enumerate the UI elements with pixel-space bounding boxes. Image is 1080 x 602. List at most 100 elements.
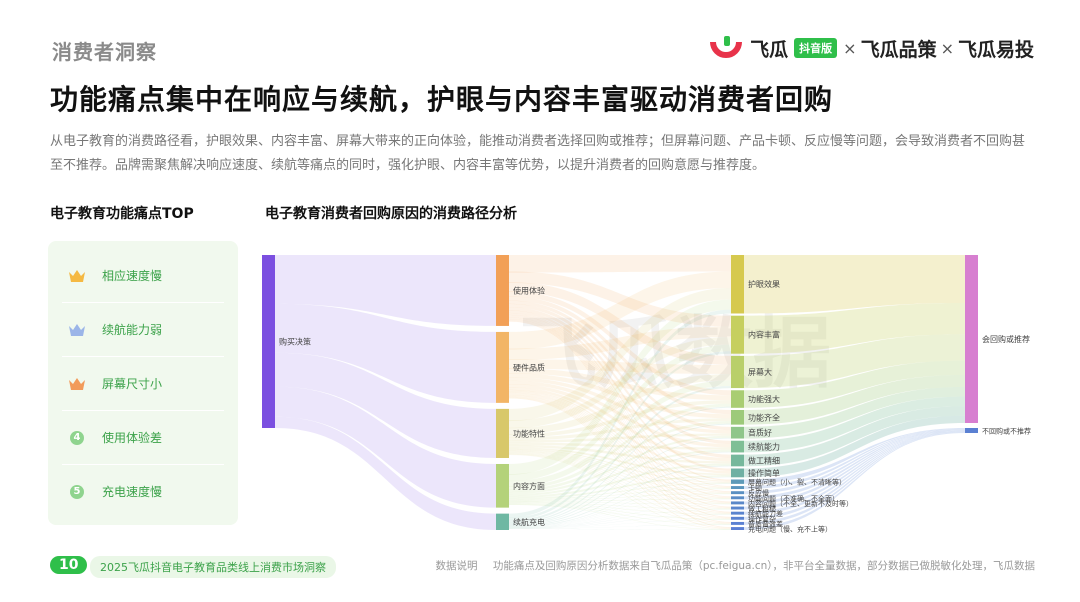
sankey-link <box>509 452 731 514</box>
sankey-link <box>509 288 731 422</box>
sankey-link <box>509 319 731 518</box>
sankey-node <box>731 516 744 520</box>
sankey-link <box>509 344 731 482</box>
sankey-node <box>731 511 744 515</box>
sankey-node-label: 屏幕大 <box>748 367 772 377</box>
sankey-link <box>744 303 965 354</box>
sankey-link <box>509 374 731 435</box>
sankey-link <box>509 318 731 513</box>
sankey-link <box>509 317 731 508</box>
sankey-link <box>509 433 731 443</box>
sankey-link <box>509 312 731 481</box>
sankey-link <box>509 519 731 529</box>
sankey-link <box>509 442 731 450</box>
sankey-link <box>744 432 965 530</box>
sankey-node <box>496 255 509 326</box>
sankey-node-label: 护眼效果 <box>748 279 780 289</box>
sankey-node <box>965 255 978 423</box>
sankey-link <box>509 493 731 502</box>
sankey-node <box>731 390 744 408</box>
sankey-node-label: 做工粗糙 <box>748 504 776 513</box>
sankey-node-label: 功能齐全 <box>748 412 780 422</box>
feigua-logo-icon <box>710 34 746 62</box>
pain-point-item: 5 充电速度慢 <box>62 465 224 518</box>
sankey-link <box>509 449 731 489</box>
sankey-link <box>744 430 965 510</box>
watermark-text: 飞瓜数据 <box>519 309 831 399</box>
sankey-link <box>744 387 965 439</box>
pain-point-label: 屏幕尺寸小 <box>102 377 163 391</box>
page-description: 从电子教育的消费路径看，护眼效果、内容丰富、屏幕大带来的正向体验，能推动消费者选… <box>50 134 1026 173</box>
sankey-link <box>509 475 731 500</box>
crown-icon <box>62 323 92 337</box>
sankey-node <box>731 506 744 510</box>
sankey-node-label: 功能强大 <box>748 394 780 404</box>
brand-name-feigua: 飞瓜 <box>750 38 789 61</box>
sankey-node-label: 卡顿 <box>748 484 762 493</box>
sankey-link <box>509 397 731 529</box>
brand-separator: × <box>940 38 954 58</box>
sankey-link <box>509 503 731 520</box>
sankey-link <box>509 337 731 429</box>
sankey-link <box>509 314 731 487</box>
sankey-node <box>731 486 744 490</box>
sankey-link <box>509 368 731 401</box>
sankey-node <box>496 463 509 508</box>
sankey-link <box>744 406 965 467</box>
sankey-link <box>509 449 731 497</box>
sankey-node-label: 不回购或不推荐 <box>982 427 1031 436</box>
sankey-link <box>509 450 731 494</box>
sankey-link <box>509 444 731 464</box>
sankey-link <box>509 501 731 505</box>
sankey-link <box>509 450 731 499</box>
sankey-link <box>509 498 731 502</box>
sankey-node <box>731 355 744 389</box>
brand-badge: 抖音版 <box>794 38 838 58</box>
sankey-link <box>509 303 731 445</box>
sankey-link <box>509 493 731 528</box>
sankey-link <box>275 386 496 508</box>
sankey-link <box>509 394 731 509</box>
sankey-link <box>509 447 731 476</box>
pain-points-title: 电子教育功能痛点TOP <box>50 206 194 222</box>
sankey-link <box>509 392 731 498</box>
sankey-link <box>509 421 731 493</box>
sankey-link <box>509 504 731 530</box>
sankey-node-label: 内容丰富 <box>748 330 780 340</box>
sankey-link <box>509 451 731 504</box>
sankey-link <box>509 255 731 273</box>
brand-name-pince: 飞瓜品策 <box>860 38 937 61</box>
sankey-node <box>496 513 509 530</box>
sankey-link <box>509 316 731 503</box>
sankey-link <box>744 432 965 525</box>
sankey-node-label: 充电问题（慢、充不上等） <box>748 525 832 534</box>
sankey-link <box>509 320 731 528</box>
sankey-link <box>744 428 965 484</box>
sankey-link <box>509 488 731 528</box>
sankey-node-label: 续航能力差 <box>748 509 783 518</box>
page-number: 10 <box>50 556 88 574</box>
sankey-link <box>509 476 731 528</box>
sankey-link <box>509 463 731 499</box>
sankey-link <box>509 453 731 520</box>
sankey-link <box>509 502 731 515</box>
sankey-link <box>509 359 731 375</box>
crown-icon <box>62 377 92 391</box>
sankey-link <box>509 502 731 510</box>
sankey-link <box>744 430 965 505</box>
brand-name-yitou: 飞瓜易投 <box>957 38 1034 61</box>
sankey-link <box>509 403 731 490</box>
sankey-title: 电子教育消费者回购原因的消费路径分析 <box>265 206 517 222</box>
rank-badge: 5 <box>70 484 84 499</box>
sankey-link <box>509 528 731 530</box>
sankey-link <box>509 499 731 528</box>
sankey-node-label: 续航充电 <box>513 517 545 527</box>
sankey-link <box>744 360 965 408</box>
sankey-link <box>744 431 965 515</box>
sankey-link <box>509 395 731 519</box>
sankey-node <box>731 454 744 467</box>
sankey-link <box>509 385 731 523</box>
sankey-link <box>275 352 496 458</box>
sankey-link <box>509 396 731 524</box>
